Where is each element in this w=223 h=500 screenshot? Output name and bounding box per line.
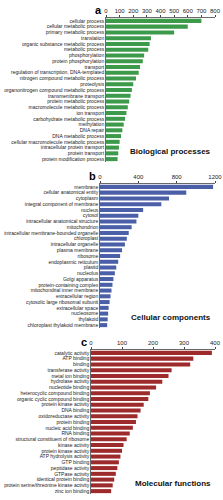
- svg-text:primary metabolic process: primary metabolic process: [46, 29, 105, 35]
- svg-text:Biological processes: Biological processes: [130, 147, 211, 156]
- svg-text:ATP hydrolysis activity: ATP hydrolysis activity: [40, 453, 90, 459]
- svg-text:catalytic activity: catalytic activity: [54, 350, 89, 356]
- svg-text:300: 300: [142, 8, 153, 14]
- svg-text:1200: 1200: [208, 174, 222, 180]
- svg-text:endoplasmic reticulum: endoplasmic reticulum: [48, 259, 98, 265]
- svg-text:500: 500: [169, 8, 180, 14]
- svg-text:membrane: membrane: [74, 184, 98, 190]
- svg-text:400: 400: [133, 174, 144, 180]
- svg-text:cellular process: cellular process: [69, 18, 104, 24]
- svg-text:b: b: [89, 170, 96, 182]
- svg-text:transport: transport: [84, 64, 104, 70]
- svg-text:kinase activity: kinase activity: [58, 442, 90, 448]
- svg-text:ribosome: ribosome: [78, 253, 99, 259]
- svg-text:zinc ion binding: zinc ion binding: [55, 488, 90, 494]
- svg-text:extracellular space: extracellular space: [57, 305, 99, 311]
- svg-text:regulation of transcription, D: regulation of transcription, DNA-templat…: [11, 69, 104, 75]
- svg-text:translation: translation: [81, 35, 104, 41]
- svg-text:identical protein binding: identical protein binding: [37, 476, 90, 482]
- svg-text:hydrolase activity: hydrolase activity: [51, 378, 90, 384]
- svg-text:400: 400: [210, 340, 221, 346]
- svg-text:600: 600: [183, 8, 194, 14]
- svg-text:plasma membrane: plasma membrane: [57, 247, 99, 253]
- svg-text:nucleosome: nucleosome: [71, 310, 98, 316]
- svg-text:DNA metabolic process: DNA metabolic process: [52, 133, 104, 139]
- svg-text:0: 0: [104, 8, 108, 14]
- svg-text:nucleus: nucleus: [81, 207, 99, 213]
- svg-text:cellular macromolecule metabol: cellular macromolecule metabolic process: [11, 139, 104, 145]
- svg-text:proteolysis: proteolysis: [80, 81, 104, 87]
- svg-text:cytosolic large ribosomal subu: cytosolic large ribosomal subunit: [26, 299, 99, 305]
- svg-text:transferase activity: transferase activity: [48, 367, 90, 373]
- svg-text:nucleotide binding: nucleotide binding: [49, 384, 90, 390]
- svg-text:heterocyclic compound binding: heterocyclic compound binding: [21, 390, 90, 396]
- svg-text:oxidoreductase activity: oxidoreductase activity: [39, 413, 90, 419]
- svg-text:carbohydrate metabolic process: carbohydrate metabolic process: [33, 116, 104, 122]
- svg-text:transmembrane transport: transmembrane transport: [48, 93, 105, 99]
- svg-text:400: 400: [155, 8, 166, 14]
- svg-text:chloroplast thylakoid membrane: chloroplast thylakoid membrane: [28, 322, 99, 328]
- svg-text:GTP binding: GTP binding: [61, 459, 89, 465]
- svg-text:cellular metabolic process: cellular metabolic process: [47, 23, 105, 29]
- svg-text:RNA binding: RNA binding: [61, 430, 89, 436]
- svg-text:ATP binding: ATP binding: [62, 355, 89, 361]
- svg-text:cytosol: cytosol: [83, 212, 99, 218]
- svg-text:cellular anatomical entity: cellular anatomical entity: [43, 189, 98, 195]
- svg-text:nucleic acid binding: nucleic acid binding: [46, 425, 90, 431]
- svg-text:protein kinase activity: protein kinase activity: [41, 401, 89, 407]
- svg-text:DNA binding: DNA binding: [61, 407, 89, 413]
- svg-text:protein transport: protein transport: [68, 150, 105, 156]
- svg-text:Cellular components: Cellular components: [131, 313, 211, 322]
- svg-text:phosphorylation: phosphorylation: [69, 52, 105, 58]
- svg-text:intracellular protein transpor: intracellular protein transport: [41, 144, 105, 150]
- svg-text:extracellular region: extracellular region: [56, 293, 98, 299]
- svg-text:300: 300: [179, 340, 190, 346]
- svg-text:200: 200: [128, 8, 139, 14]
- svg-text:organic substance metabolic pr: organic substance metabolic process: [22, 41, 105, 47]
- svg-text:ion transport: ion transport: [76, 110, 104, 116]
- svg-text:macromolecule metabolic proces: macromolecule metabolic process: [29, 104, 105, 110]
- svg-text:intracellular membrane-bounded: intracellular membrane-bounded organelle: [4, 230, 98, 236]
- svg-text:peptidase activity: peptidase activity: [51, 465, 90, 471]
- svg-text:100: 100: [115, 8, 126, 14]
- svg-text:intracellular anatomical struc: intracellular anatomical structure: [26, 218, 98, 224]
- svg-text:metabolic process: metabolic process: [64, 46, 105, 52]
- svg-text:Golgi apparatus: Golgi apparatus: [63, 276, 99, 282]
- svg-text:mitochondrial inner membrane: mitochondrial inner membrane: [31, 287, 99, 293]
- svg-text:protein modification process: protein modification process: [42, 156, 105, 162]
- svg-text:organonitrogen compound metabo: organonitrogen compound metabolic proces…: [4, 87, 105, 93]
- svg-text:cytoplasm: cytoplasm: [76, 195, 99, 201]
- svg-text:c: c: [81, 336, 87, 348]
- svg-text:nucleolus: nucleolus: [77, 270, 99, 276]
- svg-text:800: 800: [210, 8, 221, 14]
- svg-text:DNA repair: DNA repair: [80, 127, 105, 133]
- svg-text:nitrogen compound metabolic pr: nitrogen compound metabolic process: [20, 75, 105, 81]
- svg-text:metal ion binding: metal ion binding: [51, 373, 89, 379]
- svg-text:protein binding: protein binding: [56, 419, 89, 425]
- svg-text:protein serine/threonine kinas: protein serine/threonine kinase activity: [4, 482, 90, 488]
- svg-text:binding: binding: [73, 361, 89, 367]
- svg-text:methylation: methylation: [79, 121, 105, 127]
- svg-text:chloroplast: chloroplast: [74, 235, 99, 241]
- svg-text:protein-containing complex: protein-containing complex: [38, 282, 98, 288]
- svg-text:0: 0: [89, 340, 93, 346]
- svg-text:protein kinase activity: protein kinase activity: [41, 448, 89, 454]
- svg-text:GTPase activity: GTPase activity: [54, 471, 90, 477]
- svg-text:protein phosphorylation: protein phosphorylation: [52, 58, 104, 64]
- svg-text:plastid: plastid: [84, 264, 99, 270]
- svg-text:0: 0: [98, 174, 102, 180]
- svg-text:Molecular functions: Molecular functions: [135, 479, 211, 488]
- svg-text:100: 100: [117, 340, 128, 346]
- svg-text:700: 700: [196, 8, 207, 14]
- svg-text:mitochondrion: mitochondrion: [67, 224, 99, 230]
- svg-text:a: a: [95, 4, 102, 16]
- svg-text:organic cyclic compound bindin: organic cyclic compound binding: [17, 396, 89, 402]
- svg-text:200: 200: [148, 340, 159, 346]
- svg-text:intracellular organelle: intracellular organelle: [51, 241, 99, 247]
- svg-text:thylakoid: thylakoid: [78, 316, 98, 322]
- svg-text:800: 800: [172, 174, 183, 180]
- svg-text:structural constituent of ribo: structural constituent of ribosome: [16, 436, 90, 442]
- svg-text:integral component of membrane: integral component of membrane: [25, 201, 99, 207]
- svg-text:protein metabolic process: protein metabolic process: [47, 98, 104, 104]
